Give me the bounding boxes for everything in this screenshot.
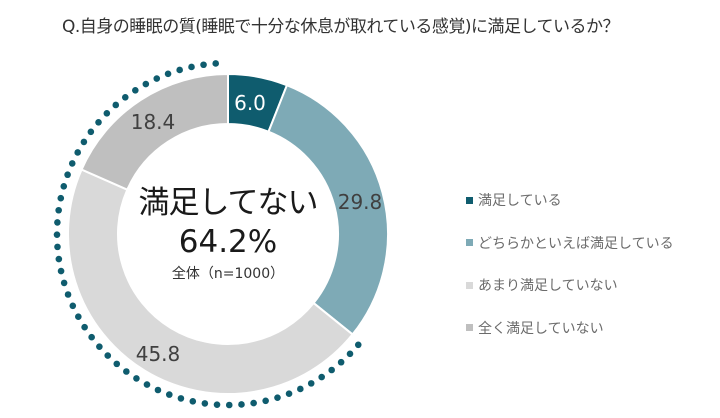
segment-labels: 6.0 29.8 45.8 18.4 bbox=[131, 91, 383, 366]
legend-swatch bbox=[466, 239, 473, 246]
segment-value-label: 45.8 bbox=[136, 342, 181, 366]
legend-swatch bbox=[466, 196, 473, 204]
center-percent: 64.2% bbox=[178, 224, 278, 260]
segment-value-label: 29.8 bbox=[338, 190, 383, 214]
legend: 満足している どちらかといえば満足している あまり満足していない 全く満足してい… bbox=[466, 191, 674, 361]
legend-item-not-very-satisfied: あまり満足していない bbox=[466, 276, 674, 294]
donut-segment bbox=[80, 72, 229, 191]
not-satisfied-dotted-arc bbox=[53, 60, 362, 409]
legend-item-not-satisfied-at-all: 全く満足していない bbox=[466, 319, 674, 337]
donut-segments bbox=[67, 72, 389, 395]
segment-value-label: 18.4 bbox=[131, 110, 176, 134]
segment-value-label: 6.0 bbox=[234, 91, 266, 115]
donut-segment bbox=[267, 83, 389, 336]
legend-label: 全く満足していない bbox=[478, 320, 604, 337]
legend-label: 満足している bbox=[478, 193, 562, 209]
legend-label: どちらかといえば満足している bbox=[478, 235, 674, 252]
sample-size: 全体（n=1000） bbox=[171, 266, 285, 282]
chart-title: Q.自身の睡眠の質(睡眠で十分な休息が取れている感覚)に満足しているか？ bbox=[62, 17, 620, 37]
donut-segment bbox=[67, 168, 354, 395]
legend-item-satisfied: 満足している bbox=[466, 191, 674, 209]
center-main-label: 満足してない bbox=[138, 185, 318, 221]
legend-label: あまり満足していない bbox=[478, 278, 618, 294]
center-annotation: 満足してない 64.2% 全体（n=1000） bbox=[128, 183, 328, 285]
legend-item-somewhat-satisfied: どちらかといえば満足している bbox=[466, 234, 674, 252]
legend-swatch bbox=[466, 281, 473, 289]
legend-swatch bbox=[466, 324, 473, 331]
